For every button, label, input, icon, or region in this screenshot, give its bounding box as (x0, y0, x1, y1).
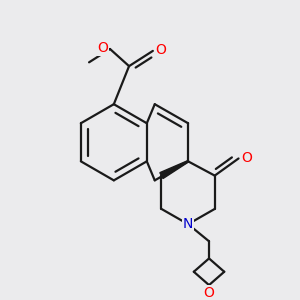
Polygon shape (160, 161, 188, 178)
Text: N: N (183, 217, 193, 231)
Text: O: O (204, 286, 214, 300)
Text: O: O (97, 41, 108, 55)
Text: O: O (155, 43, 166, 57)
Text: O: O (242, 151, 253, 164)
